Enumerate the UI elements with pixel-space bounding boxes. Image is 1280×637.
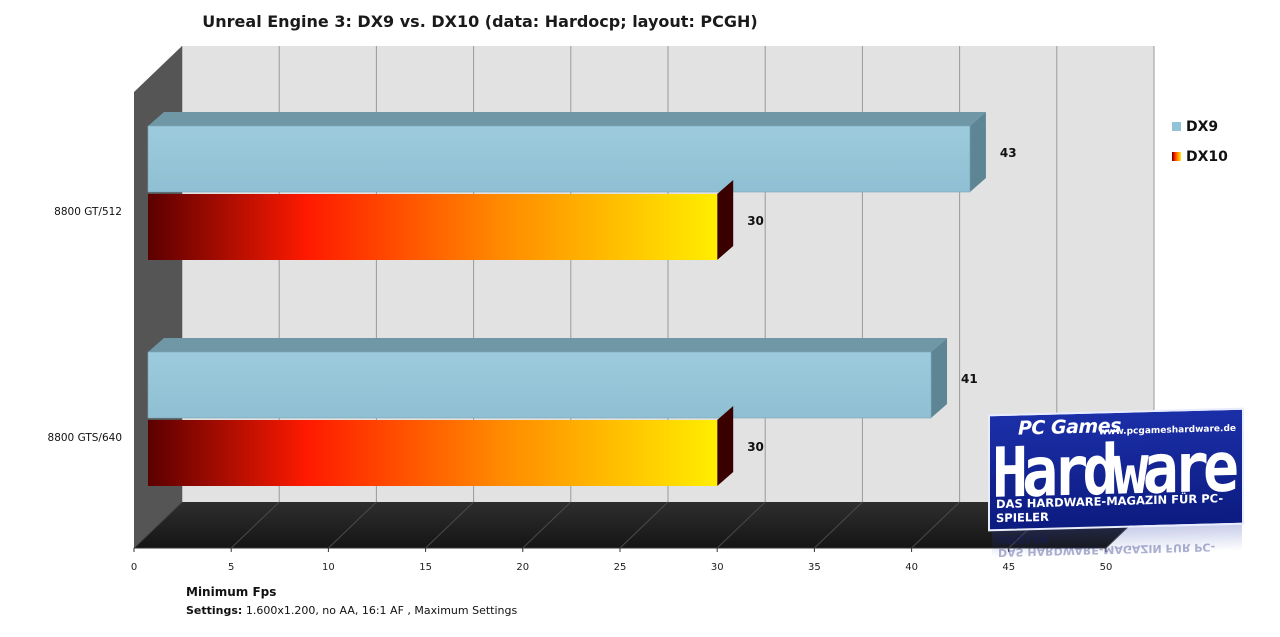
dx9-bar-2-group	[147, 338, 948, 419]
dx9-value-label-2: 41	[961, 372, 978, 386]
x-tick-label-5: 5	[228, 562, 234, 573]
dx10-bar-2-side	[717, 406, 734, 486]
dx9-bar-2-side	[931, 338, 948, 418]
x-tick-label-50: 50	[1100, 562, 1113, 573]
dx10-value-label-2: 30	[747, 440, 764, 454]
pcgh-logo: PC Games www.pcgameshardware.de Hardware…	[988, 407, 1244, 532]
dx10-bar-1-group	[148, 180, 734, 260]
dx9-bar-1-side	[969, 112, 986, 192]
floor-gridline-5	[230, 501, 280, 549]
dx10-bar-2	[148, 420, 718, 486]
dx10-bar-1	[148, 194, 718, 260]
legend-swatch-dx10	[1172, 152, 1181, 161]
floor-gridline-20	[522, 501, 572, 549]
x-tick-label-15: 15	[419, 562, 432, 573]
dx9-bar-2-top	[148, 338, 948, 352]
legend-swatch-dx9	[1172, 122, 1181, 131]
settings-note: Settings: 1.600x1.200, no AA, 16:1 AF , …	[186, 604, 517, 617]
dx10-value-label-1: 30	[747, 214, 764, 228]
dx9-bar-1	[147, 125, 971, 193]
x-tick-label-40: 40	[905, 562, 918, 573]
x-tick-label-30: 30	[711, 562, 724, 573]
floor-gridline-25	[619, 501, 669, 549]
category-label-1: 8800 GT/512	[54, 206, 122, 218]
dx9-bar-2	[147, 351, 932, 419]
x-tick-label-10: 10	[322, 562, 335, 573]
dx9-bar-1-group	[147, 112, 986, 193]
dx9-value-label-1: 43	[1000, 146, 1017, 160]
x-tick-label-35: 35	[808, 562, 821, 573]
dx10-bar-2-group	[148, 406, 734, 486]
floor-gridline-35	[814, 501, 863, 549]
logo-subtitle: DAS HARDWARE-MAGAZIN FÜR PC-SPIELER	[996, 491, 1224, 526]
category-label-2: 8800 GTS/640	[48, 432, 122, 444]
chart-title: Unreal Engine 3: DX9 vs. DX10 (data: Har…	[202, 12, 758, 31]
x-tick-label-0: 0	[131, 562, 137, 573]
x-axis-label: Minimum Fps	[186, 585, 277, 599]
x-tick-label-20: 20	[516, 562, 529, 573]
settings-label: Settings:	[186, 604, 243, 617]
legend-label-dx10: DX10	[1186, 149, 1228, 165]
dx9-bar-1-top	[148, 112, 986, 126]
x-tick-label-25: 25	[614, 562, 627, 573]
floor-gridline-40	[911, 501, 960, 549]
floor-gridline-30	[716, 501, 766, 549]
x-tick-label-45: 45	[1002, 562, 1015, 573]
floor-gridline-10	[328, 501, 377, 549]
settings-text: 1.600x1.200, no AA, 16:1 AF , Maximum Se…	[242, 604, 518, 617]
floor-gridline-15	[425, 501, 474, 549]
dx10-bar-1-side	[717, 180, 734, 260]
legend-label-dx9: DX9	[1186, 119, 1218, 135]
floor-gridline-0	[133, 501, 183, 549]
